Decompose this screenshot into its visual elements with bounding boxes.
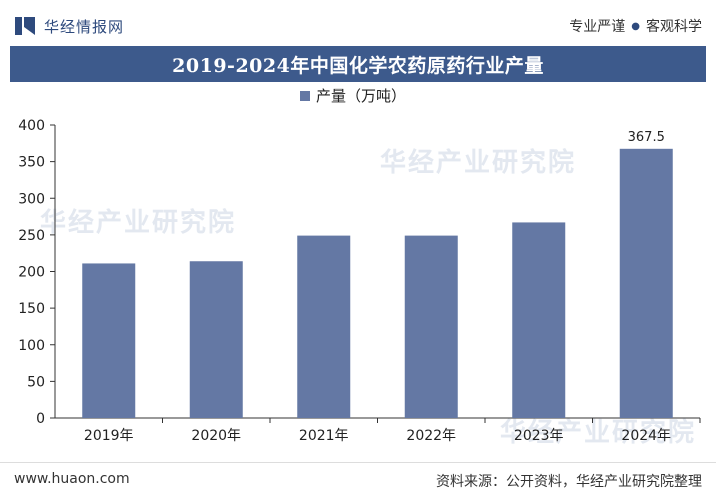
legend-label: 产量（万吨） (316, 87, 406, 105)
y-tick-label: 200 (18, 265, 45, 281)
header-bar: 华经情报网 专业严谨 ● 客观科学 (0, 0, 716, 50)
bar (619, 148, 673, 418)
huajing-logo-icon (15, 17, 35, 35)
x-tick-label: 2019年 (84, 428, 134, 444)
x-tick-label: 2020年 (191, 428, 241, 444)
footer: www.huaon.com 资料来源：公开资料，华经产业研究院整理 (0, 462, 716, 501)
bar (404, 235, 458, 418)
x-tick-label: 2024年 (621, 428, 671, 444)
title-bar: 2019-2024年中国化学农药原药行业产量 (10, 46, 706, 82)
slogan-right: 客观科学 (646, 19, 702, 35)
data-label: 367.5 (628, 130, 665, 145)
site-url[interactable]: www.huaon.com (14, 471, 130, 487)
bar (189, 261, 243, 418)
chart-title: 2019-2024年中国化学农药原药行业产量 (172, 54, 544, 77)
y-tick-label: 400 (18, 118, 45, 134)
y-tick-label: 0 (36, 411, 45, 427)
brand: 华经情报网 (14, 14, 124, 38)
y-tick-label: 300 (18, 191, 45, 207)
data-source: 资料来源：公开资料，华经产业研究院整理 (436, 474, 702, 490)
slogan: 专业严谨 ● 客观科学 (569, 16, 702, 36)
slogan-dot: ● (631, 20, 640, 32)
y-tick-label: 350 (18, 155, 45, 171)
slogan-left: 专业严谨 (569, 19, 626, 35)
y-tick-label: 250 (18, 228, 45, 244)
x-tick-label: 2021年 (299, 428, 349, 444)
x-tick-label: 2022年 (406, 428, 456, 444)
bar (297, 235, 351, 418)
bar (82, 263, 136, 418)
legend-swatch (300, 91, 310, 101)
y-tick-label: 150 (18, 301, 45, 317)
x-tick-label: 2023年 (514, 428, 564, 444)
bar-chart: 0 50 100 150 200 250 300 350 400 2019年 2020年 2021年 2… (18, 87, 701, 444)
chart-area: 华经产业研究院 华经产业研究院 华经产业研究院 0 50 100 150 200 250 3… (0, 82, 716, 462)
y-tick-label: 50 (27, 374, 45, 390)
y-tick-label: 100 (18, 338, 45, 354)
brand-name: 华经情报网 (44, 17, 125, 36)
bar (512, 222, 566, 418)
